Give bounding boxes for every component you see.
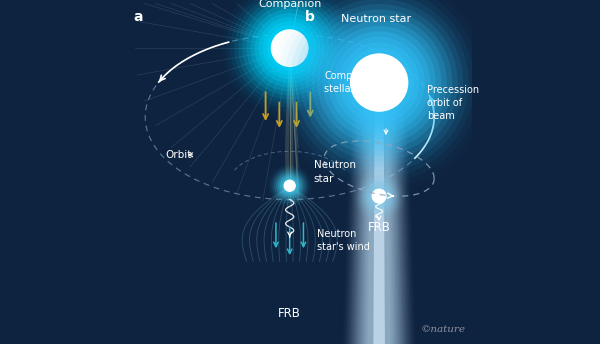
Polygon shape [356,110,402,344]
Circle shape [317,20,441,145]
Polygon shape [364,110,395,344]
Circle shape [271,29,308,67]
Circle shape [283,180,296,192]
Circle shape [367,183,392,209]
Circle shape [290,0,469,172]
Circle shape [361,179,397,214]
Circle shape [247,5,333,92]
Circle shape [274,170,305,201]
Circle shape [242,1,337,96]
Text: Orbit: Orbit [166,150,192,160]
Text: FRB: FRB [278,307,301,320]
Circle shape [230,0,349,108]
Text: b: b [305,10,315,24]
Circle shape [284,0,474,178]
Circle shape [311,15,447,150]
Circle shape [356,173,402,219]
Circle shape [339,42,419,123]
Circle shape [344,48,414,117]
Circle shape [369,186,389,206]
Polygon shape [352,110,406,344]
Polygon shape [373,110,385,344]
Circle shape [280,176,299,196]
Circle shape [254,13,325,83]
Circle shape [272,169,307,203]
Text: Neutron
star: Neutron star [314,160,356,184]
Polygon shape [353,110,404,344]
Circle shape [350,53,409,112]
Polygon shape [359,110,399,344]
Circle shape [234,0,345,104]
Circle shape [259,17,321,79]
Text: Neutron star: Neutron star [341,14,412,24]
Circle shape [238,0,341,99]
Circle shape [334,37,425,128]
Text: Precession
orbit of
beam: Precession orbit of beam [427,85,479,121]
Circle shape [322,26,436,139]
Text: Companion: Companion [258,0,322,9]
Circle shape [301,4,458,161]
Text: a: a [133,10,143,24]
Polygon shape [355,110,403,344]
Circle shape [364,181,394,211]
Circle shape [278,174,301,197]
Polygon shape [368,110,390,344]
Circle shape [276,172,304,200]
Circle shape [281,178,298,194]
Circle shape [271,166,309,205]
Polygon shape [361,110,397,344]
Circle shape [359,176,400,216]
Polygon shape [367,110,392,344]
Polygon shape [365,110,393,344]
Circle shape [306,9,452,156]
Polygon shape [349,110,409,344]
Circle shape [263,21,317,75]
Text: Neutron
star's wind: Neutron star's wind [317,229,370,252]
Text: Companion's
stellar wind: Companion's stellar wind [324,71,387,94]
Text: FRB: FRB [368,221,391,234]
Circle shape [267,25,313,71]
Polygon shape [351,110,407,344]
Circle shape [250,9,329,87]
Circle shape [371,189,386,204]
Circle shape [328,31,430,134]
Polygon shape [362,110,396,344]
Polygon shape [358,110,400,344]
Circle shape [295,0,463,166]
Text: ©nature: ©nature [421,325,466,334]
